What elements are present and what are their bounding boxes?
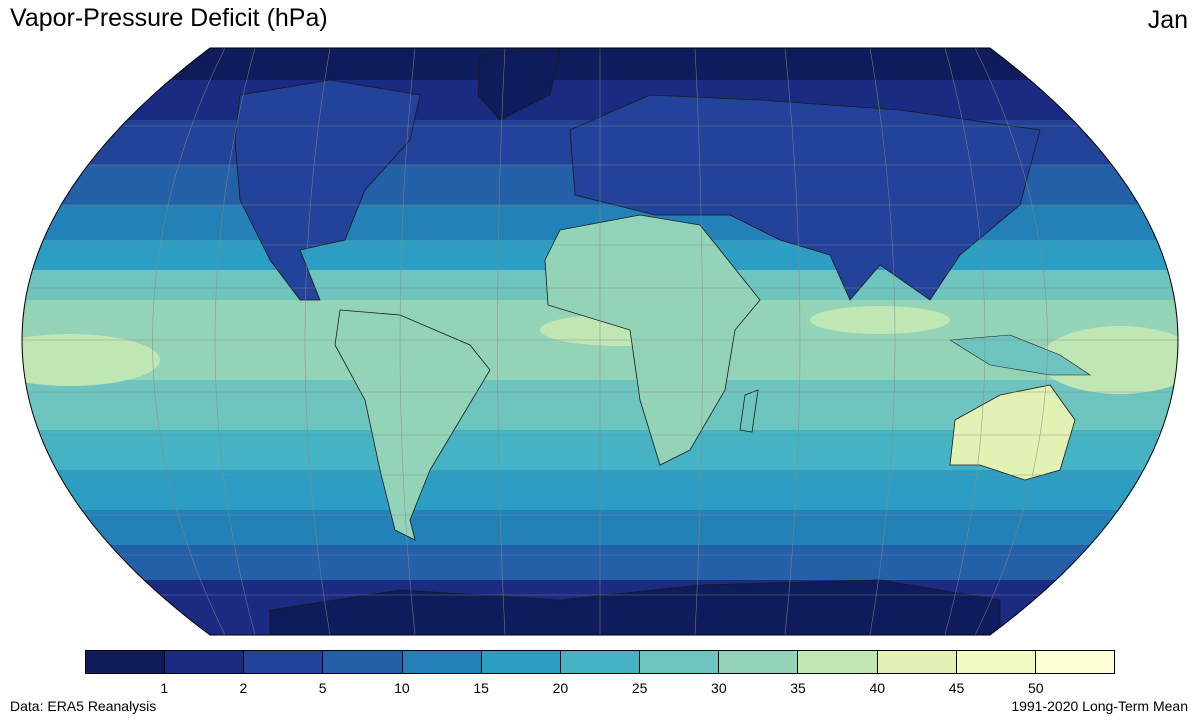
colorbar-tick-label: 25 xyxy=(631,680,648,696)
eurasia-land xyxy=(569,94,1041,301)
colorbar-tick-label: 15 xyxy=(473,680,489,696)
colorbar-swatch xyxy=(719,651,799,673)
south-america-land xyxy=(334,309,491,541)
madagascar-land xyxy=(739,389,759,433)
graticule xyxy=(22,48,1178,635)
vpd-field xyxy=(22,48,1178,635)
colorbar-tick-label: 35 xyxy=(790,680,806,696)
colorbar xyxy=(85,650,1115,674)
colorbar-tick-label: 45 xyxy=(948,680,965,696)
colorbar-swatch xyxy=(402,651,482,673)
period-label: 1991-2020 Long-Term Mean xyxy=(1011,698,1188,714)
colorbar-swatch xyxy=(86,651,166,673)
map-outline xyxy=(21,47,1179,636)
colorbar-tick-label: 5 xyxy=(318,680,327,696)
colorbar-swatch xyxy=(877,651,957,673)
map-title: Vapor-Pressure Deficit (hPa) xyxy=(10,4,328,32)
colorbar-tick-label: 30 xyxy=(711,680,727,696)
colorbar-tick-label: 1 xyxy=(160,680,169,696)
colorbar-swatch xyxy=(956,651,1036,673)
colorbar-swatch xyxy=(323,651,403,673)
data-source-label: Data: ERA5 Reanalysis xyxy=(10,698,157,714)
colorbar-swatch xyxy=(640,651,720,673)
world-map xyxy=(21,47,1179,636)
colorbar-tick-label: 2 xyxy=(239,680,248,696)
colorbar-swatch xyxy=(1035,651,1115,673)
colorbar-tick-label: 20 xyxy=(552,680,569,696)
greenland-land xyxy=(477,49,561,121)
colorbar-tick-label: 50 xyxy=(1027,680,1044,696)
colorbar-swatch xyxy=(798,651,878,673)
colorbar-swatch xyxy=(481,651,561,673)
colorbar-tick-label: 10 xyxy=(394,680,410,696)
colorbar-swatch xyxy=(165,651,245,673)
colorbar-swatch xyxy=(244,651,324,673)
colorbar-tick-label: 40 xyxy=(869,680,886,696)
month-label: Jan xyxy=(1147,6,1188,34)
colorbar-swatch xyxy=(560,651,641,673)
